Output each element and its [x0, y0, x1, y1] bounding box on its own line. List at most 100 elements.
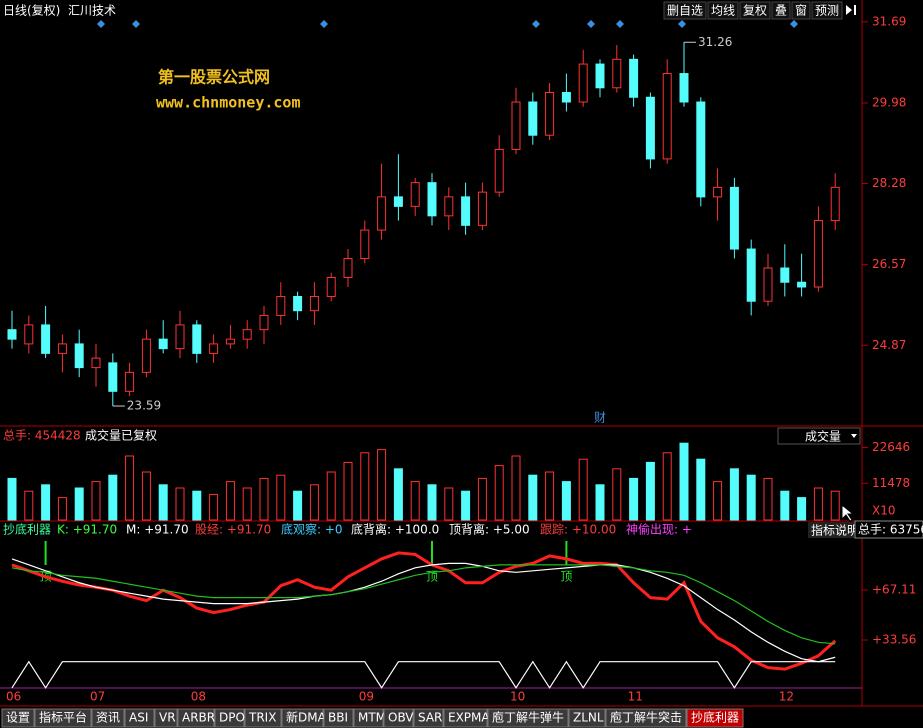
toolbar-button-label[interactable]: 叠 — [775, 4, 787, 18]
volume-bar — [746, 474, 756, 521]
tab-label[interactable]: VR — [159, 711, 176, 725]
volume-bar — [377, 449, 387, 521]
y-tick-label: 11478 — [872, 476, 910, 490]
y-tick-label: 24.87 — [872, 338, 906, 352]
candle-body — [209, 343, 219, 354]
tab[interactable] — [487, 708, 569, 728]
toolbar-button[interactable] — [791, 1, 811, 20]
readout: 底背离: +100.0 — [351, 522, 439, 537]
volume-bar — [108, 474, 118, 521]
tab-label[interactable]: 庖丁解牛弹牛 — [492, 710, 564, 725]
volume-bar — [41, 484, 51, 521]
tab[interactable] — [323, 708, 354, 728]
tab-label[interactable]: OBV — [388, 711, 414, 725]
toolbar-button-label[interactable]: 均线 — [711, 4, 735, 18]
toolbar-button-label[interactable]: 窗 — [795, 4, 807, 18]
y-tick-label: +33.56 — [872, 633, 916, 647]
candle-body — [175, 324, 185, 350]
volume-bar — [141, 471, 151, 521]
tab-label[interactable]: ARBR — [182, 711, 215, 725]
candle-body — [326, 276, 336, 297]
tab[interactable] — [443, 708, 488, 728]
annotation-label: 31.26 — [698, 35, 732, 49]
tab-label[interactable]: DPO — [219, 711, 245, 725]
cursor — [841, 503, 855, 522]
tab[interactable] — [91, 708, 125, 728]
toolbar-button[interactable] — [707, 1, 739, 20]
tab-label[interactable]: 资讯 — [96, 711, 120, 725]
volume-bar — [662, 452, 672, 521]
tab[interactable] — [686, 708, 744, 728]
indicator-title: 抄底利器 — [3, 522, 51, 537]
tab[interactable] — [568, 708, 606, 728]
volume-bar — [511, 455, 521, 521]
volume-bar — [612, 468, 622, 521]
volume-bar — [326, 471, 336, 521]
candle-body — [343, 258, 353, 278]
tab[interactable] — [605, 708, 687, 728]
nav-icon[interactable] — [846, 5, 856, 15]
tab-label[interactable]: 新DMA — [286, 710, 327, 725]
tab[interactable] — [154, 708, 178, 728]
x-tick-label: 10 — [510, 690, 525, 704]
y-tick-label: 26.57 — [872, 257, 906, 271]
candle-body — [192, 324, 202, 354]
candle-body — [444, 196, 454, 217]
toolbar-button[interactable] — [771, 1, 791, 20]
y-tick-label: +67.11 — [872, 583, 916, 597]
tab[interactable] — [413, 708, 444, 728]
candle-body — [713, 186, 723, 198]
volume-bar — [797, 497, 807, 521]
candle-body — [578, 63, 588, 103]
volume-bar — [343, 461, 353, 521]
toolbar-button-label[interactable]: 复权 — [743, 4, 767, 18]
candle-body — [158, 338, 168, 350]
tab[interactable] — [353, 708, 384, 728]
tab-label[interactable]: ZLNL — [573, 711, 604, 725]
tab-label[interactable]: BBI — [328, 711, 348, 725]
tab[interactable] — [1, 708, 35, 728]
toolbar-button[interactable] — [739, 1, 771, 20]
volume-subtitle: 成交量已复权 — [85, 428, 157, 443]
selector-label[interactable]: 成交量 — [805, 429, 841, 444]
help-button[interactable] — [808, 522, 856, 538]
volume-bar — [578, 458, 588, 521]
y-tick-label: 31.69 — [872, 14, 906, 28]
indicator-line — [11, 660, 836, 689]
tab-label[interactable]: MTM — [358, 711, 386, 725]
tab[interactable] — [383, 708, 414, 728]
tab-label[interactable]: 设置 — [6, 711, 30, 725]
volume-bar — [696, 458, 706, 521]
tab-label[interactable]: 庖丁解牛突击 — [610, 710, 682, 725]
tab-label[interactable]: SAR — [418, 711, 442, 725]
toolbar-button[interactable] — [663, 1, 707, 20]
toolbar-button-label[interactable]: 删自选 — [667, 4, 703, 18]
tab[interactable] — [34, 708, 92, 728]
tab-label[interactable]: 抄底利器 — [691, 710, 739, 725]
tab[interactable] — [244, 708, 282, 728]
candle-body — [410, 182, 420, 207]
volume-bar — [461, 490, 471, 521]
cursor-tip-box — [854, 520, 923, 539]
volume-bar — [645, 461, 655, 521]
toolbar-button[interactable] — [811, 1, 843, 20]
cursor-tip: 总手: 63756 — [858, 523, 923, 537]
tab-label[interactable]: TRIX — [248, 711, 276, 725]
volume-bar — [561, 481, 571, 521]
tab[interactable] — [214, 708, 245, 728]
candle-body — [242, 329, 252, 340]
tab[interactable] — [124, 708, 155, 728]
tab-label[interactable]: ASI — [129, 711, 148, 725]
tab-label[interactable]: 指标平台 — [39, 710, 87, 725]
tab[interactable] — [281, 708, 324, 728]
toolbar-button-label[interactable]: 预测 — [815, 4, 839, 18]
volume-bar — [444, 487, 454, 521]
volume-bar — [91, 481, 101, 521]
volume-bar — [175, 487, 185, 521]
candle-body — [696, 101, 706, 198]
tab[interactable] — [177, 708, 215, 728]
indicator-selector[interactable] — [777, 427, 861, 445]
tab-label[interactable]: EXPMA — [448, 711, 490, 725]
help-label[interactable]: 指标说明 — [811, 523, 859, 538]
volume-bar — [276, 474, 286, 521]
